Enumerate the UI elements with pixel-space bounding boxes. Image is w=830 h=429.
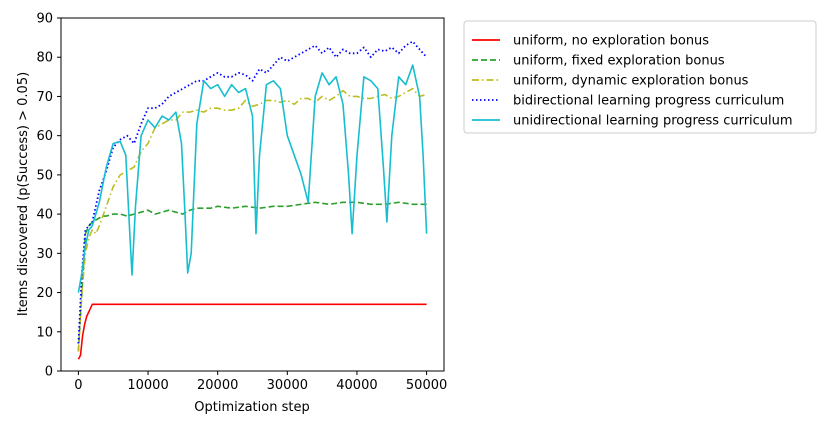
y-tick-label: 60 (36, 129, 53, 144)
series-line-4 (77, 40, 428, 344)
x-tick-label: 50000 (406, 378, 447, 393)
legend-label-4: bidirectional learning progress curricul… (513, 94, 784, 109)
series-line-2 (77, 201, 427, 352)
y-axis-label: Items discovered (p(Success) > 0.05) (16, 72, 31, 316)
x-axis-ticks: 0 10000 20000 30000 40000 50000 (74, 371, 447, 393)
legend-label-2: uniform, fixed exploration bonus (513, 54, 725, 69)
legend: uniform, no exploration bonus uniform, fi… (463, 20, 817, 134)
legend-items: uniform, no exploration bonus uniform, fi… (472, 34, 793, 129)
series-line-5 (77, 64, 428, 293)
y-tick-label: 10 (36, 325, 53, 340)
y-tick-label: 50 (36, 168, 53, 183)
legend-label-5: unidirectional learning progress curricu… (513, 114, 793, 129)
x-tick-label: 0 (74, 378, 82, 393)
y-tick-label: 70 (36, 90, 53, 105)
series-line-3 (77, 87, 427, 352)
series-layer (77, 40, 428, 360)
legend-box (463, 20, 817, 134)
x-axis-label: Optimization step (194, 400, 309, 415)
y-axis-ticks: 0 10 20 30 40 50 60 70 80 90 (36, 12, 61, 380)
y-tick-label: 90 (36, 12, 53, 27)
x-tick-label: 40000 (336, 378, 377, 393)
x-tick-label: 20000 (197, 378, 238, 393)
legend-label-1: uniform, no exploration bonus (513, 34, 709, 49)
y-tick-label: 20 (36, 286, 53, 301)
y-tick-label: 40 (36, 208, 53, 223)
x-tick-label: 10000 (127, 378, 168, 393)
legend-label-3: uniform, dynamic exploration bonus (513, 74, 749, 89)
y-tick-label: 80 (36, 51, 53, 66)
y-tick-label: 30 (36, 247, 53, 262)
y-tick-label: 0 (45, 365, 53, 380)
series-line-1 (77, 303, 427, 360)
x-tick-label: 30000 (267, 378, 308, 393)
plot-area (60, 17, 445, 372)
plot-frame (60, 17, 445, 372)
